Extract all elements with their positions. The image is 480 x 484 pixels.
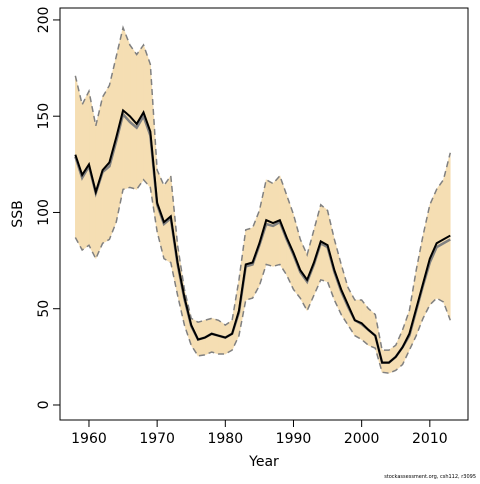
y-tick-label: 200 [36,7,52,34]
y-tick-label: 100 [36,199,52,226]
x-tick-label: 1990 [276,431,312,447]
x-tick-label: 1980 [207,431,243,447]
x-tick-label: 2010 [412,431,448,447]
y-tick-label: 150 [36,103,52,130]
ssb-line [74,108,451,364]
footnote: stockassessment.org, csh112, r3095 [384,474,476,480]
y-tick-label: 0 [36,401,52,410]
x-tick-label: 1960 [71,431,107,447]
confidence-band [368,308,376,349]
plot-frame [59,7,469,421]
confidence-band [122,27,131,190]
band-upper-line [74,25,452,351]
band-lower-line [74,178,451,374]
x-axis-label: Year [248,454,279,470]
x-tick-label: 1970 [139,431,175,447]
y-axis-label: SSB [10,200,26,227]
y-tick-label: 50 [36,300,52,318]
x-tick-label: 2000 [344,431,380,447]
